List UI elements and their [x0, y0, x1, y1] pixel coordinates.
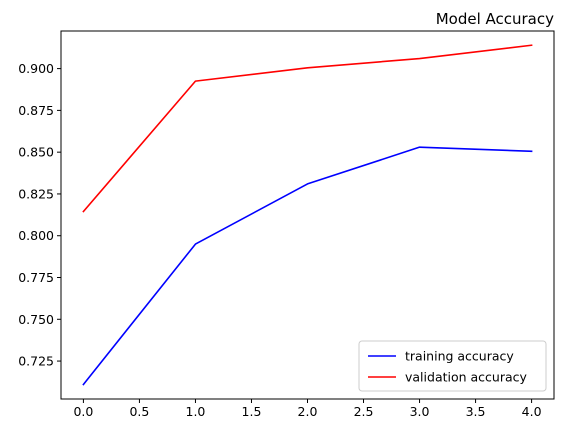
x-tick-label: 1.5 [242, 404, 262, 419]
y-tick-label: 0.825 [18, 186, 54, 201]
y-tick-label: 0.875 [18, 103, 54, 118]
y-tick-label: 0.750 [18, 312, 54, 327]
y-tick-label: 0.725 [18, 354, 54, 369]
series-line-validation-accuracy [82, 44, 533, 213]
x-tick-label: 3.0 [410, 404, 430, 419]
y-tick-label: 0.800 [18, 228, 54, 243]
x-tick-label: 0.0 [73, 404, 93, 419]
x-tick-label: 4.0 [522, 404, 542, 419]
legend: training accuracy validation accuracy [358, 340, 547, 392]
legend-label: validation accuracy [405, 370, 528, 385]
x-tick-label: 1.0 [186, 404, 206, 419]
x-tick-label: 2.5 [354, 404, 374, 419]
series-line-training-accuracy [82, 146, 533, 386]
x-tick-label: 0.5 [129, 404, 149, 419]
legend-label: training accuracy [405, 349, 514, 364]
x-tick-label: 2.0 [298, 404, 318, 419]
y-axis: 0.725 0.750 0.775 0.800 0.825 0.850 0.875 0.900 [18, 61, 61, 369]
legend-box [358, 340, 547, 392]
series-layer [82, 44, 533, 386]
y-tick-label: 0.850 [18, 145, 54, 160]
x-axis: 0.0 0.5 1.0 1.5 2.0 2.5 3.0 3.5 4.0 [73, 399, 542, 419]
chart-title: Model Accuracy [436, 10, 554, 28]
y-tick-label: 0.900 [18, 61, 54, 76]
y-tick-label: 0.775 [18, 270, 54, 285]
x-tick-label: 3.5 [466, 404, 486, 419]
